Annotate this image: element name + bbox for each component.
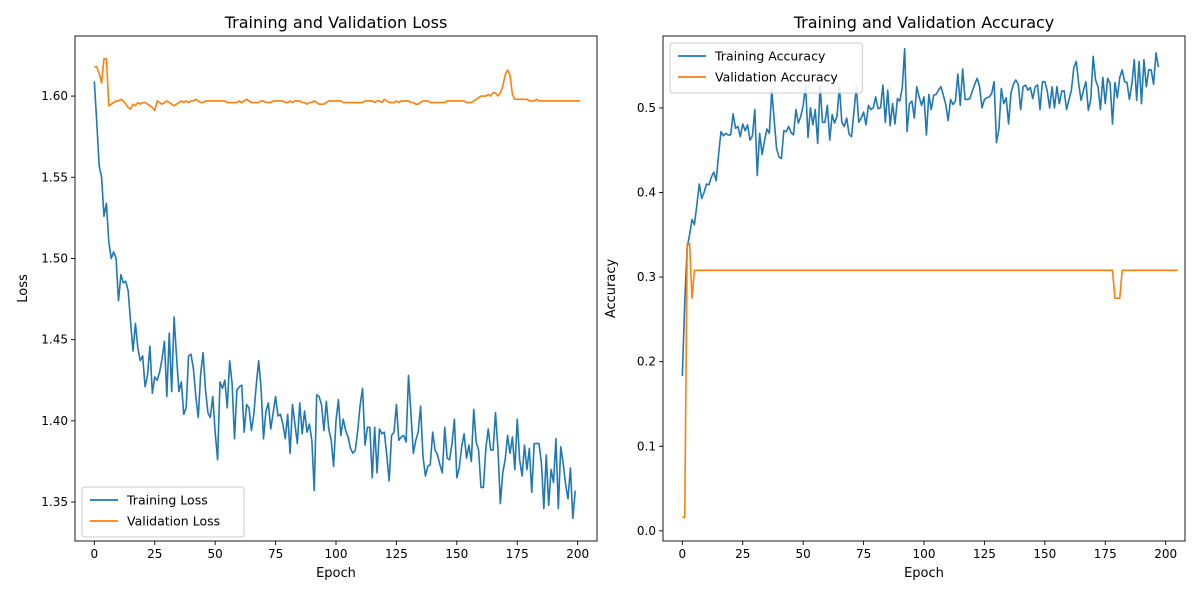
x-tick-label: 150 — [445, 547, 468, 561]
series-line-validation-loss — [94, 57, 581, 112]
y-tick-label: 1.50 — [41, 251, 68, 265]
y-tick-label: 0.5 — [637, 101, 656, 115]
y-tick-label: 0.2 — [637, 355, 656, 369]
x-tick-label: 100 — [325, 547, 348, 561]
x-axis-label: Epoch — [316, 566, 356, 581]
x-tick-label: 0 — [91, 547, 99, 561]
x-tick-label: 25 — [735, 547, 750, 561]
x-tick-label: 125 — [385, 547, 408, 561]
axes-frame — [74, 35, 598, 542]
x-axis-label: Epoch — [904, 566, 944, 581]
x-tick-label: 75 — [856, 547, 871, 561]
x-tick-label: 200 — [566, 547, 589, 561]
y-tick-label: 1.55 — [41, 170, 68, 184]
x-tick-label: 0 — [679, 547, 687, 561]
legend-label: Training Loss — [126, 493, 208, 508]
series-line-training-accuracy — [681, 47, 1160, 377]
legend: Training Loss Validation Loss — [81, 486, 245, 538]
legend-label: Validation Loss — [127, 514, 220, 529]
x-tick-label: 200 — [1154, 547, 1177, 561]
y-tick-label: 1.35 — [41, 495, 68, 509]
x-tick-label: 50 — [796, 547, 811, 561]
y-axis-label: Accuracy — [604, 259, 619, 319]
x-tick-label: 150 — [1033, 547, 1056, 561]
y-tick-label: 0.1 — [637, 439, 656, 453]
legend-box — [669, 42, 863, 94]
chart-title: Training and Validation Loss — [224, 13, 448, 32]
legend: Training Accuracy Validation Accuracy — [669, 42, 863, 94]
legend-box — [81, 486, 245, 538]
y-tick-label: 1.40 — [41, 414, 68, 428]
chart-2: 0 25 50 75 100 125 150 175 200 0.0 0.1 0.2 0.3 0.4 0.5… — [604, 13, 1186, 581]
y-tick-label: 0.0 — [637, 524, 656, 538]
y-tick-label: 0.3 — [637, 270, 656, 284]
x-tick-label: 175 — [1094, 547, 1117, 561]
x-tick-label: 75 — [268, 547, 283, 561]
y-axis-label: Loss — [16, 274, 31, 303]
y-tick-label: 0.4 — [637, 185, 656, 199]
series-line-training-loss — [93, 81, 577, 520]
y-tick-label: 1.60 — [41, 89, 68, 103]
chart-title: Training and Validation Accuracy — [793, 13, 1055, 32]
x-tick-label: 100 — [913, 547, 936, 561]
axes-frame — [662, 35, 1186, 542]
y-tick-label: 1.45 — [41, 333, 68, 347]
series-line-validation-accuracy — [682, 242, 1178, 519]
legend-label: Validation Accuracy — [715, 70, 838, 85]
x-tick-label: 175 — [506, 547, 529, 561]
x-tick-label: 25 — [147, 547, 162, 561]
legend-label: Training Accuracy — [714, 49, 826, 64]
x-tick-label: 125 — [973, 547, 996, 561]
chart-1: 0 25 50 75 100 125 150 175 200 1.35 1.40 1.45 1.50 1.… — [16, 13, 598, 581]
x-tick-label: 50 — [208, 547, 223, 561]
